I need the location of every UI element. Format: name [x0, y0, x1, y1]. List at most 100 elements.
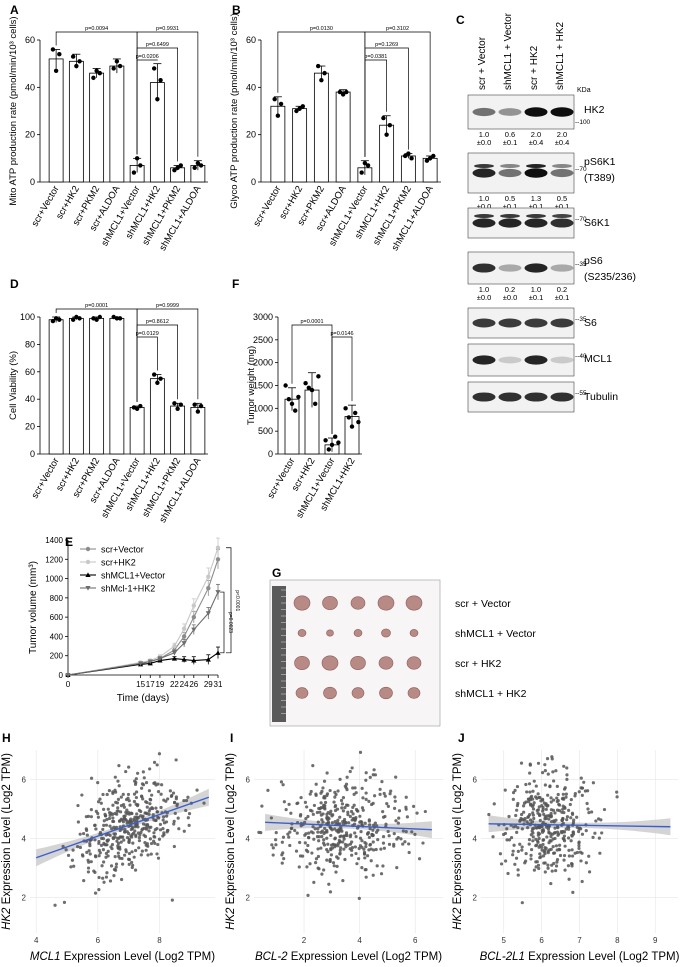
data-point — [195, 160, 201, 166]
data-point — [554, 769, 558, 773]
data-point — [111, 819, 115, 823]
data-point — [132, 855, 136, 859]
data-point — [345, 775, 349, 779]
quant-sd: ±0.1 — [503, 202, 518, 211]
y-axis-label: HK2 Expression Level (Log2 TPM) — [225, 753, 237, 930]
data-point — [316, 374, 321, 379]
data-point — [353, 845, 357, 849]
legend-label: scr+Vector — [101, 545, 144, 555]
data-point — [562, 764, 566, 768]
data-point — [498, 852, 503, 856]
data-point — [503, 859, 508, 863]
data-point — [102, 819, 106, 823]
data-point — [360, 806, 365, 810]
y-axis-label: Tumor volume (mm³) — [28, 561, 39, 654]
lane-label: scr + HK2 — [529, 45, 540, 90]
y-tick-label: 0 — [30, 177, 35, 187]
data-point — [339, 798, 344, 803]
data-point — [96, 800, 101, 804]
tumor — [353, 629, 363, 637]
data-point — [549, 832, 553, 836]
data-point — [289, 401, 295, 406]
y-axis-label: Glyco ATP production rate (pmol/min/10³ … — [229, 13, 240, 209]
data-point — [376, 838, 380, 842]
data-point — [364, 778, 368, 782]
data-point — [198, 403, 204, 409]
data-point — [279, 780, 284, 784]
data-point — [562, 787, 567, 791]
tumor — [379, 686, 393, 700]
data-point — [124, 769, 128, 774]
data-point — [141, 770, 145, 774]
data-point — [159, 805, 163, 810]
y-tick-label: 200 — [50, 652, 64, 661]
p-value-label: p=0.0023 — [227, 612, 233, 633]
data-point — [94, 827, 98, 831]
bar — [129, 407, 145, 455]
data-point — [184, 798, 189, 803]
data-point — [121, 862, 125, 866]
data-point — [327, 882, 331, 886]
data-point — [554, 818, 558, 822]
data-point — [325, 792, 330, 796]
data-point — [299, 795, 303, 800]
y-tick-label: 2000 — [253, 358, 273, 368]
data-point — [587, 854, 591, 858]
data-point — [314, 861, 318, 865]
data-point — [316, 830, 320, 834]
band — [472, 263, 496, 273]
data-point — [202, 801, 206, 805]
data-point — [362, 160, 368, 166]
data-point — [310, 809, 314, 813]
data-point — [294, 108, 299, 114]
data-point — [94, 68, 99, 73]
data-point — [555, 784, 559, 789]
data-point — [130, 811, 134, 816]
data-point — [96, 815, 100, 819]
data-point — [152, 818, 156, 822]
data-point — [155, 380, 160, 385]
data-point — [116, 797, 121, 801]
data-point — [587, 870, 592, 874]
band — [550, 318, 574, 328]
y-axis-label: Tumor weight (mg) — [246, 346, 257, 425]
data-point — [308, 792, 312, 796]
data-point — [81, 854, 85, 858]
band — [498, 168, 522, 178]
band — [498, 218, 522, 228]
bar-chart-D: 0 20 40 60 80 100 Cell Viability (%) scr+Vector… — [8, 303, 208, 525]
data-point — [346, 415, 351, 420]
data-point — [584, 829, 588, 833]
data-point — [329, 809, 333, 813]
data-point — [342, 847, 346, 851]
data-point — [187, 823, 191, 828]
mw-marker: --55 — [575, 390, 587, 397]
protein-label: S6 — [584, 317, 597, 329]
data-point — [309, 387, 315, 393]
y-tick-label: 20 — [25, 422, 35, 432]
data-point — [545, 757, 550, 761]
y-axis-unit: Expression Level (Log2 TPM) — [225, 753, 237, 908]
tumor — [323, 686, 337, 700]
band — [524, 392, 548, 402]
data-point — [289, 827, 293, 831]
data-point — [173, 811, 177, 815]
data-point — [98, 797, 102, 801]
data-point — [556, 792, 560, 797]
data-point — [335, 807, 340, 811]
data-point — [331, 842, 335, 846]
data-point — [97, 841, 101, 846]
data-point — [358, 814, 362, 818]
band — [472, 168, 496, 178]
panel-letter-E: E — [65, 535, 73, 549]
data-point — [57, 52, 62, 57]
data-point — [360, 820, 364, 825]
band — [498, 264, 522, 272]
data-point — [527, 782, 532, 786]
data-point — [336, 818, 340, 822]
data-point — [531, 789, 535, 793]
data-point — [303, 833, 307, 837]
data-point — [333, 819, 337, 824]
data-point — [134, 790, 139, 794]
data-point — [126, 792, 131, 797]
